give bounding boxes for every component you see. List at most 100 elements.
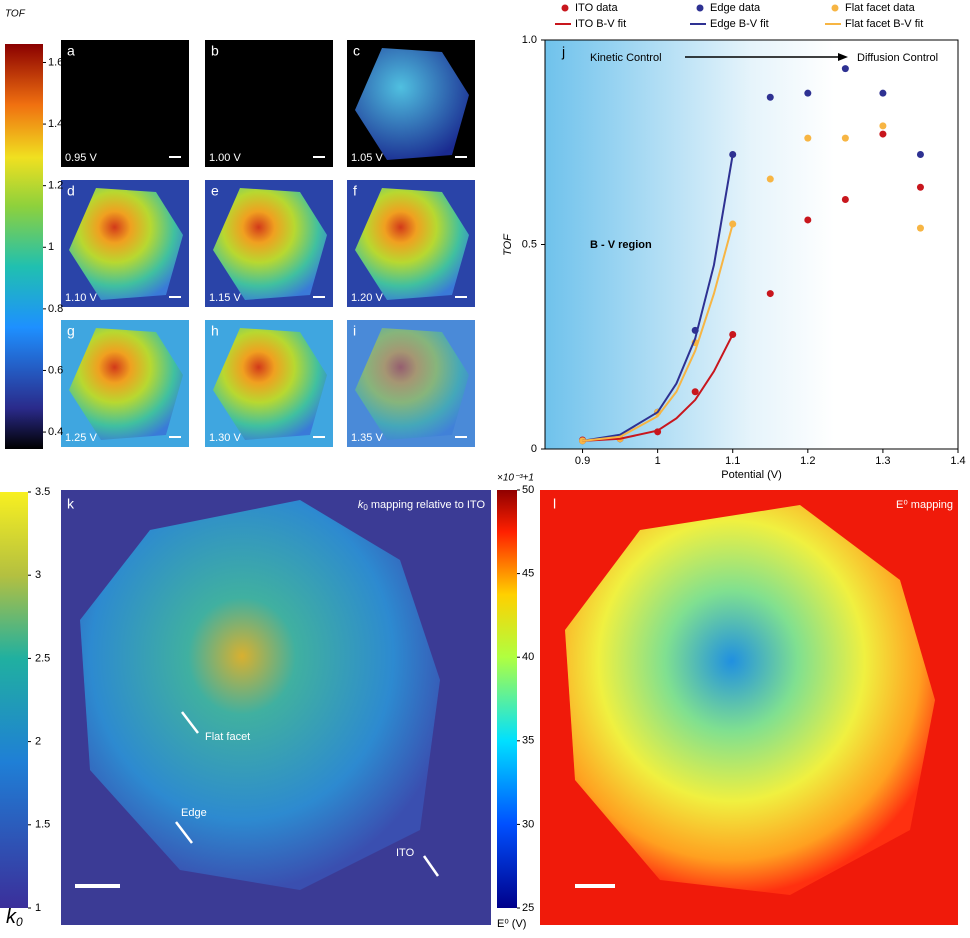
colorbar-tick-label: 35 — [522, 735, 534, 747]
point — [766, 290, 774, 298]
sample — [69, 188, 183, 300]
colorbar-tick-label: 3 — [35, 569, 41, 581]
point — [691, 388, 699, 396]
point — [879, 122, 887, 130]
scale-bar — [455, 296, 467, 298]
legend-label: ITO B-V fit — [575, 18, 626, 30]
voltage-label: 1.00 V — [209, 152, 241, 164]
annotation: ITO — [396, 847, 415, 859]
sample — [213, 328, 327, 440]
x-tick-label: 0.9 — [575, 455, 590, 467]
x-tick-label: 1.2 — [800, 455, 815, 467]
y-axis-label: TOF — [502, 233, 514, 256]
colorbar-tick-label: 2 — [35, 736, 41, 748]
voltage-label: 1.05 V — [351, 152, 383, 164]
point — [916, 151, 924, 159]
image — [61, 40, 189, 167]
voltage-label: 1.10 V — [65, 292, 97, 304]
panel-label: d — [67, 183, 75, 199]
legend-marker — [831, 4, 839, 12]
legend-marker — [561, 4, 569, 12]
x-tick-label: 1 — [655, 455, 661, 467]
annotation: B - V region — [590, 239, 652, 251]
l-map-sample — [565, 505, 935, 895]
colorbar-label: E⁰ (V) — [497, 918, 526, 930]
point — [804, 216, 812, 224]
panel-label: i — [353, 323, 356, 339]
x-tick-label: 1.1 — [725, 455, 740, 467]
scale-bar — [313, 296, 325, 298]
colorbar — [5, 44, 43, 449]
panel-label: f — [353, 183, 357, 199]
colorbar — [0, 492, 28, 908]
legend-label: Edge B-V fit — [710, 18, 769, 30]
scale-bar — [313, 156, 325, 158]
point — [916, 224, 924, 232]
annotation: Edge — [181, 807, 207, 819]
sample — [355, 188, 469, 300]
colorbar-tick-label: 0.6 — [48, 364, 63, 376]
legend-label: Edge data — [710, 2, 761, 14]
scale-bar — [455, 436, 467, 438]
legend-marker — [696, 4, 704, 12]
arrowhead — [838, 53, 848, 61]
colorbar-title: k0 — [6, 906, 23, 929]
voltage-label: 1.35 V — [351, 432, 383, 444]
voltage-label: 1.30 V — [209, 432, 241, 444]
colorbar-tick-label: 1.5 — [35, 819, 50, 831]
legend-label: Flat facet data — [845, 2, 916, 14]
colorbar — [497, 490, 517, 908]
k-map-sample — [80, 500, 440, 890]
point — [841, 65, 849, 73]
sample — [355, 328, 469, 440]
x-axis-label: Potential (V) — [721, 469, 782, 481]
scale-bar — [75, 884, 120, 888]
point — [916, 183, 924, 191]
scale-bar — [169, 436, 181, 438]
point — [879, 130, 887, 138]
colorbar-tick-label: 0.4 — [48, 426, 63, 438]
point — [766, 93, 774, 101]
colorbar-title: ×10⁻³+1 — [497, 473, 534, 484]
colorbar-tick-label: 50 — [522, 484, 534, 496]
panel-label: g — [67, 323, 75, 339]
colorbar-tick-label: 1 — [35, 902, 41, 914]
map-title: k0 mapping relative to ITO — [358, 499, 486, 512]
colorbar-title: TOF — [5, 9, 26, 20]
y-tick-label: 0 — [531, 443, 537, 455]
point — [804, 134, 812, 142]
fit-line — [582, 154, 734, 442]
sample — [213, 188, 327, 300]
colorbar-tick-label: 2.5 — [35, 652, 50, 664]
panel-label: a — [67, 43, 75, 59]
y-tick-label: 1.0 — [522, 34, 537, 46]
panel-label: k — [67, 496, 75, 512]
image — [205, 40, 333, 167]
scale-bar — [575, 884, 615, 888]
panel-label: h — [211, 323, 219, 339]
image-panels: a 0.95 V b 1.00 V c 1.05 V d 1.10 V e 1.15 V f 1.20… — [61, 40, 475, 447]
fit-line — [582, 223, 734, 442]
colorbar-tick-label: 1.4 — [48, 118, 63, 130]
legend-label: ITO data — [575, 2, 618, 14]
voltage-label: 1.15 V — [209, 292, 241, 304]
x-tick-label: 1.3 — [875, 455, 890, 467]
y-tick-label: 0.5 — [522, 238, 537, 250]
voltage-label: 1.20 V — [351, 292, 383, 304]
scale-bar — [169, 296, 181, 298]
sample — [69, 328, 183, 440]
panel-label: c — [353, 43, 360, 59]
plot-area — [544, 39, 959, 450]
point — [879, 89, 887, 97]
panel-label: j — [561, 44, 565, 60]
t: 0 — [363, 503, 368, 512]
fit-line — [582, 334, 734, 442]
colorbar-tick-label: 25 — [522, 902, 534, 914]
colorbar-tick-label: 1 — [48, 241, 54, 253]
x-tick-label: 1.4 — [950, 455, 965, 467]
colorbar-tick-label: 1.2 — [48, 180, 63, 192]
annotation: Diffusion Control — [857, 52, 938, 64]
t: mapping relative to ITO — [368, 499, 486, 511]
panel-label: b — [211, 43, 219, 59]
